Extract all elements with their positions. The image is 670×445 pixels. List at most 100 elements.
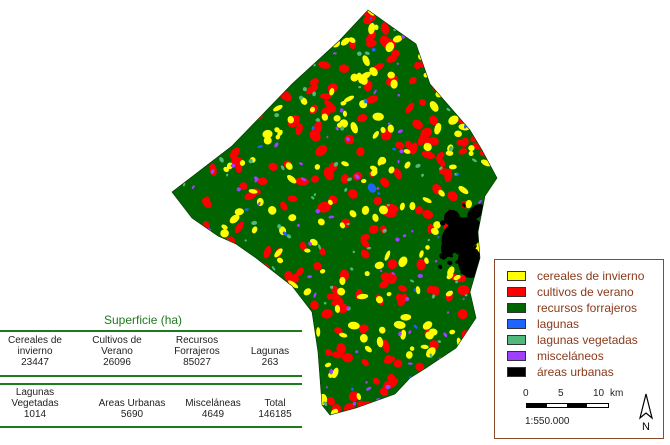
summer-crop-patch: [461, 348, 471, 356]
winter-cereal-patch: [288, 31, 298, 44]
region-outline: [171, 9, 498, 416]
winter-cereal-patch: [438, 82, 443, 87]
winter-cereal-patch: [342, 13, 348, 19]
summer-crop-patch: [235, 163, 243, 174]
urban-area-patch: [465, 272, 469, 278]
vegetated-lagoon-patch: [311, 196, 315, 200]
winter-cereal-patch: [256, 58, 267, 64]
vegetated-lagoon-patch: [211, 259, 216, 262]
summer-crop-patch: [181, 251, 192, 262]
miscellaneous-patch: [297, 301, 301, 305]
winter-cereal-patch: [454, 130, 463, 138]
summer-crop-patch: [285, 68, 296, 79]
winter-cereal-patch: [262, 283, 271, 293]
vegetated-lagoon-patch: [439, 166, 443, 171]
winter-cereal-patch: [386, 292, 392, 297]
winter-cereal-patch: [480, 159, 492, 167]
vegetated-lagoon-patch: [286, 234, 292, 239]
summer-crop-patch: [405, 102, 415, 114]
summer-crop-patch: [191, 264, 200, 273]
vegetated-lagoon-patch: [437, 340, 442, 343]
winter-cereal-patch: [300, 97, 308, 105]
summer-crop-patch: [295, 123, 303, 136]
summer-crop-patch: [420, 127, 433, 139]
miscellaneous-patch: [342, 26, 348, 32]
summer-crop-patch: [480, 395, 493, 404]
urban-area-patch: [443, 250, 448, 253]
miscellaneous-patch: [231, 65, 234, 69]
vegetated-lagoon-patch: [350, 267, 354, 271]
summer-crop-patch: [412, 31, 422, 41]
lagoon-patch: [244, 208, 249, 211]
winter-cereal-patch: [469, 351, 476, 357]
winter-cereal-patch: [304, 248, 311, 253]
winter-cereal-patch: [320, 269, 326, 274]
cell-label: [250, 387, 300, 398]
miscellaneous-patch: [211, 250, 215, 253]
winter-cereal-patch: [329, 88, 335, 96]
vegetated-lagoon-patch: [462, 69, 466, 74]
winter-cereal-patch: [403, 149, 411, 154]
winter-cereal-patch: [288, 214, 297, 222]
summer-crop-patch: [386, 55, 397, 63]
miscellaneous-patch: [402, 234, 407, 238]
summer-crop-patch: [253, 62, 266, 70]
miscellaneous-patch: [273, 319, 276, 322]
winter-cereal-patch: [200, 282, 209, 291]
summer-crop-patch: [458, 148, 468, 155]
lagoon-patch: [369, 17, 372, 20]
miscellaneous-patch: [329, 368, 334, 375]
winter-cereal-patch: [172, 196, 174, 204]
summer-crop-patch: [260, 311, 271, 320]
miscellaneous-patch: [299, 162, 304, 166]
winter-cereal-patch: [440, 37, 448, 45]
winter-cereal-patch: [479, 345, 488, 352]
summer-crop-patch: [198, 60, 206, 68]
summer-crop-patch: [395, 141, 405, 150]
summer-crop-patch: [312, 26, 322, 39]
urban-area-patch: [447, 260, 453, 266]
miscellaneous-patch: [286, 60, 291, 65]
winter-cereal-patch: [339, 332, 348, 338]
vegetated-lagoon-patch: [445, 41, 449, 45]
winter-cereal-patch: [273, 104, 283, 112]
winter-cereal-patch: [321, 15, 330, 26]
vegetated-lagoon-patch: [271, 266, 276, 271]
miscellaneous-patch: [430, 21, 434, 25]
summer-crop-patch: [408, 76, 417, 85]
vegetated-lagoon-patch: [298, 22, 303, 28]
summer-crop-patch: [223, 318, 232, 328]
summer-crop-patch: [469, 79, 478, 88]
summer-crop-patch: [313, 262, 322, 271]
winter-cereal-patch: [385, 42, 395, 53]
miscellaneous-patch: [328, 215, 335, 219]
legend-item-urbanas: áreas urbanas: [507, 365, 614, 379]
miscellaneous-patch: [172, 200, 173, 203]
miscellaneous-patch: [191, 278, 195, 283]
lagoon-patch: [377, 192, 381, 195]
summer-crop-patch: [319, 247, 326, 256]
winter-cereal-patch: [173, 119, 182, 126]
lagoon-patch: [227, 116, 230, 120]
winter-cereal-patch: [248, 300, 258, 307]
winter-cereal-patch: [405, 351, 413, 359]
winter-cereal-patch: [356, 393, 362, 400]
urban-area-patch: [460, 269, 466, 275]
vegetated-lagoon-patch: [375, 404, 380, 409]
vegetated-lagoon-patch: [352, 250, 356, 254]
winter-cereal-patch: [374, 24, 379, 31]
winter-cereal-patch: [187, 11, 196, 19]
cell-value: 23447: [21, 357, 49, 368]
vegetated-lagoon-patch: [244, 239, 247, 242]
winter-cereal-patch: [362, 55, 370, 67]
summer-crop-patch: [203, 245, 214, 256]
winter-cereal-patch: [309, 106, 315, 113]
miscellaneous-patch: [346, 136, 350, 142]
vegetated-lagoon-patch: [216, 317, 219, 321]
scale-unit: km: [610, 388, 624, 399]
winter-cereal-patch: [449, 329, 456, 335]
miscellaneous-patch: [397, 159, 400, 164]
summer-crop-patch: [224, 52, 233, 63]
miscellaneous-patch: [462, 297, 465, 301]
winter-cereal-patch: [239, 160, 246, 166]
